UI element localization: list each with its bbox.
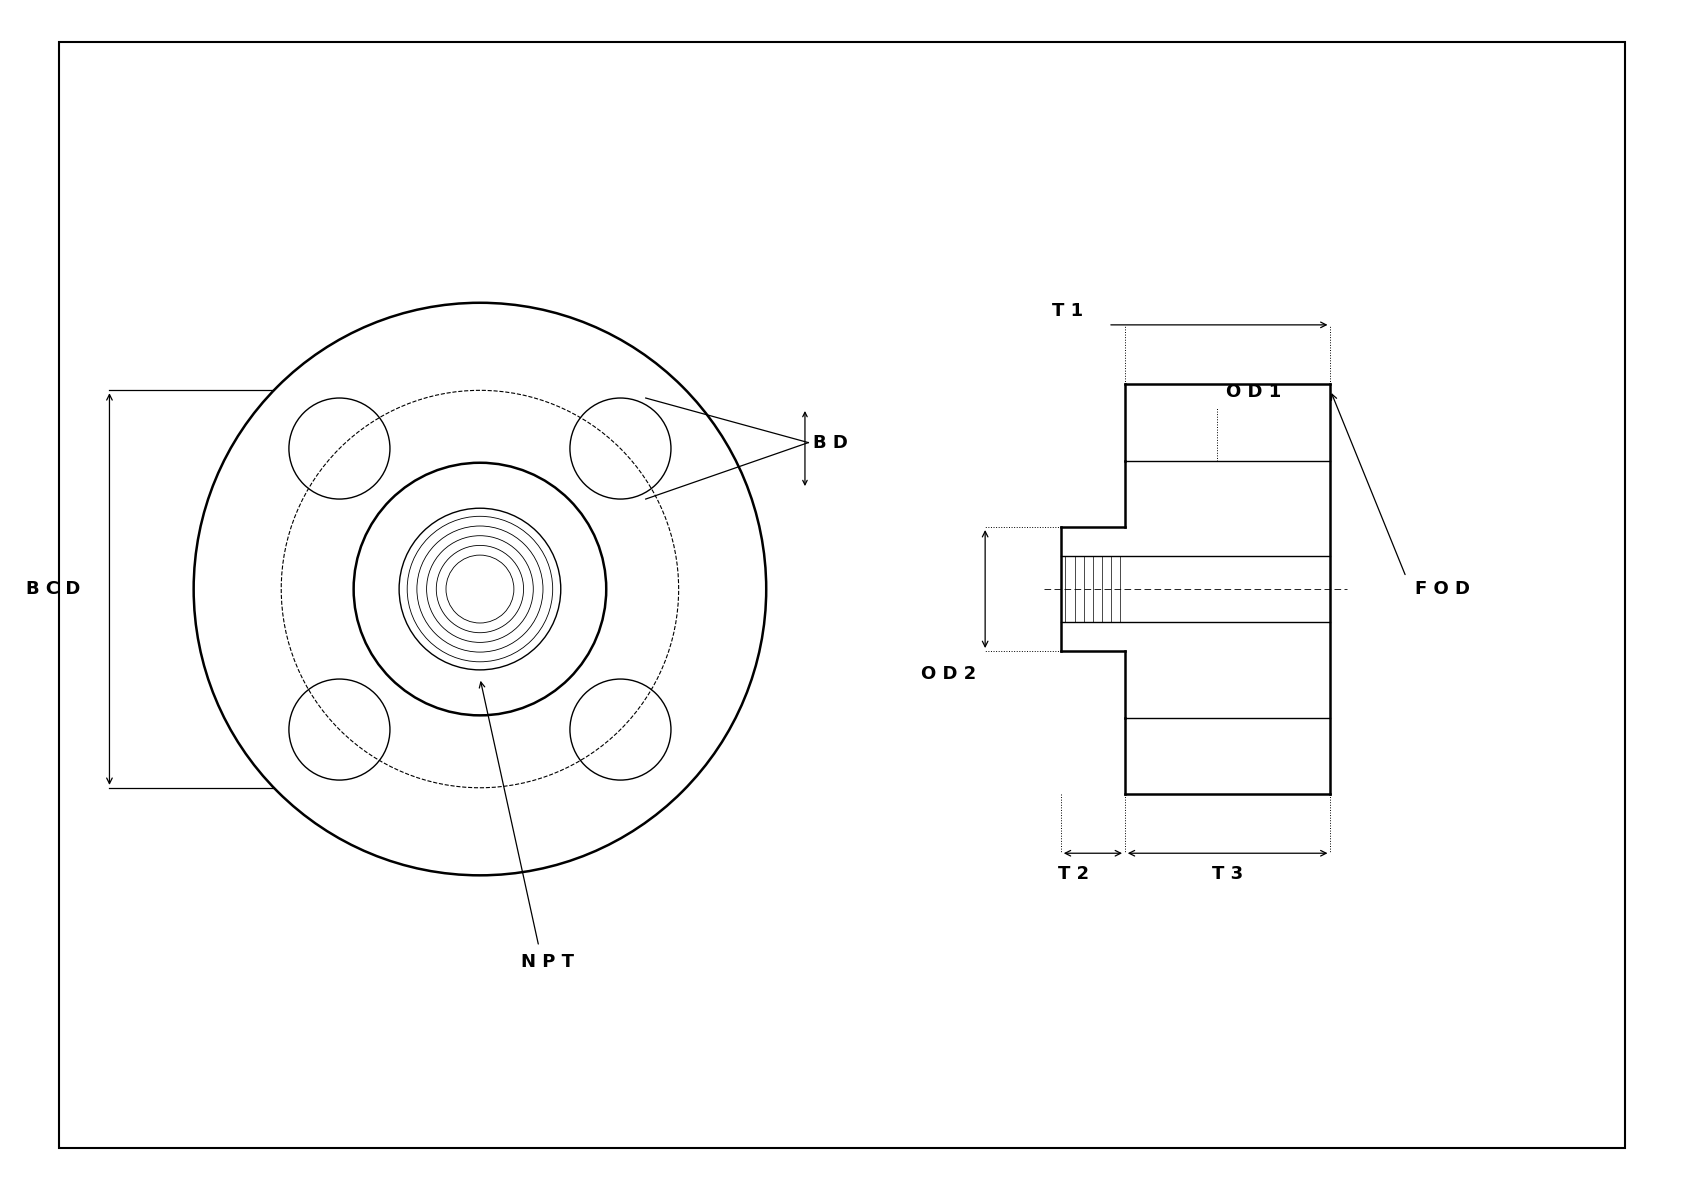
Text: T 1: T 1	[1052, 302, 1083, 320]
Text: B C D: B C D	[27, 580, 81, 599]
Text: B D: B D	[813, 433, 849, 451]
Text: O D 1: O D 1	[1226, 383, 1282, 401]
Text: T 3: T 3	[1212, 865, 1243, 883]
Text: N P T: N P T	[520, 953, 574, 971]
Text: T 2: T 2	[1058, 865, 1088, 883]
Text: F O D: F O D	[1415, 580, 1470, 599]
Text: O D 2: O D 2	[921, 665, 977, 683]
